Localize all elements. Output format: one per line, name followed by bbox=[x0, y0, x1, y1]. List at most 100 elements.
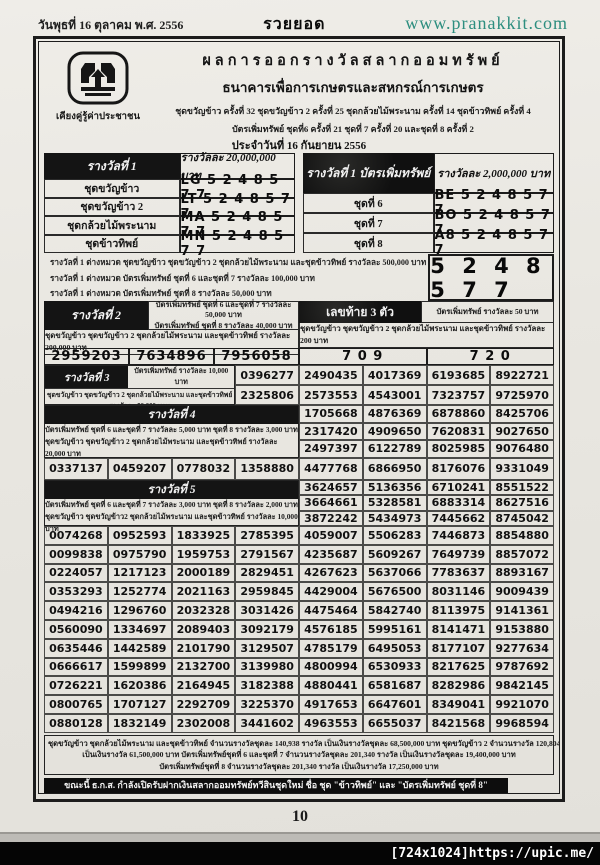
winning-number: 0074268 bbox=[44, 526, 108, 545]
winning-number: 9787692 bbox=[490, 657, 554, 677]
prize2-label: รางวัลที่ 2 bbox=[44, 301, 148, 330]
winning-number: 5995161 bbox=[362, 619, 427, 639]
winning-number: 5136356 bbox=[362, 479, 427, 495]
winning-number: 2302008 bbox=[171, 713, 236, 733]
winning-number: 4963553 bbox=[299, 713, 363, 733]
page-number: 10 bbox=[292, 808, 308, 825]
series-label: ชุดขวัญข้าว bbox=[44, 179, 180, 198]
winning-number: 4876369 bbox=[362, 405, 427, 423]
first-prize-big-number-box: 5 2 4 8 5 7 7 bbox=[428, 253, 554, 302]
winning-number: 3872242 bbox=[299, 510, 363, 526]
winning-number: 5609267 bbox=[362, 544, 427, 564]
winning-number: 1334697 bbox=[107, 619, 172, 639]
winning-number: 1620386 bbox=[107, 676, 172, 696]
winning-number: 8177107 bbox=[426, 638, 491, 658]
winning-number: 5328581 bbox=[362, 495, 427, 511]
series-line-2: บัตรเพิ่มทรัพย์ ชุดที่6 ครั้งที่ 21 ชุดท… bbox=[232, 124, 474, 134]
winning-number: 2317420 bbox=[299, 422, 363, 440]
winning-number: 0952593 bbox=[107, 526, 172, 545]
prize1-card-table: รางวัลที่ 1 บัตรเพิ่มทรัพย์ รางวัลละ 2,0… bbox=[303, 153, 554, 258]
summary-box: ชุดขวัญข้าว ชุดกล้วยไม้พระนาม และชุดข้าว… bbox=[44, 734, 559, 775]
winning-number: 1705668 bbox=[299, 405, 363, 423]
winning-number: 6495053 bbox=[362, 638, 427, 658]
winning-number: 8421568 bbox=[426, 713, 491, 733]
prize5-section: รางวัลที่ 5 บัตรเพิ่มทรัพย์ ชุดที่ 6 และ… bbox=[44, 479, 554, 733]
winning-number: 6122789 bbox=[362, 440, 427, 458]
winning-number: 7323757 bbox=[426, 385, 491, 405]
winning-number: 3092179 bbox=[235, 619, 299, 639]
winning-number: 8282986 bbox=[426, 676, 491, 696]
winning-number: 3129507 bbox=[235, 638, 299, 658]
winning-number: 6655037 bbox=[362, 713, 427, 733]
winning-number: 1707127 bbox=[107, 695, 172, 714]
winning-number: 2490435 bbox=[299, 365, 363, 385]
prize1-card-label: รางวัลที่ 1 บัตรเพิ่มทรัพย์ bbox=[303, 153, 434, 193]
summary-line: เป็นเงินรางวัล 61,500,000 บาท บัตรเพิ่มท… bbox=[82, 750, 516, 760]
banner-spacer bbox=[508, 778, 554, 793]
winning-number: 6647601 bbox=[362, 695, 427, 714]
winning-number: 6581687 bbox=[362, 676, 427, 696]
baac-logo-icon bbox=[67, 51, 129, 105]
bank-name: ธนาคารเพื่อการเกษตรและสหกรณ์การเกษตร bbox=[222, 80, 484, 95]
winning-number: 8141471 bbox=[426, 619, 491, 639]
winning-number: LT 5 2 4 8 5 7 7 bbox=[179, 192, 295, 222]
bank-slogan: เคียงคู่รู้ค่าประชาชน bbox=[56, 112, 140, 122]
winning-number: 4267623 bbox=[299, 563, 363, 583]
first-prize-number: 5 2 4 8 5 7 7 bbox=[430, 253, 546, 302]
winning-number: 1217123 bbox=[107, 563, 172, 583]
winning-number: 0726221 bbox=[44, 676, 108, 696]
winning-number: 8627516 bbox=[490, 495, 554, 511]
winning-number: 6883314 bbox=[426, 495, 491, 511]
winning-number: 7446873 bbox=[426, 526, 491, 545]
winning-number: 1252774 bbox=[107, 582, 172, 602]
winning-number: 9968594 bbox=[490, 713, 554, 733]
winning-number: 9141361 bbox=[490, 601, 554, 620]
prize3-section: รางวัลที่ 3 บัตรเพิ่มทรัพย์ รางวัลละ 10,… bbox=[44, 365, 554, 410]
winning-number: 0778032 bbox=[171, 457, 236, 480]
winning-number: 2000189 bbox=[171, 563, 236, 583]
winning-number: 1833925 bbox=[171, 526, 236, 545]
winning-number: 2325806 bbox=[235, 385, 299, 405]
winning-number: 2959203 bbox=[44, 348, 129, 365]
winning-number: 4475464 bbox=[299, 601, 363, 620]
announcement-banner: ขณะนี้ ธ.ก.ส. กำลังเปิดรับฝากเงินสลากออม… bbox=[44, 777, 508, 793]
prize2-last3-header-section: รางวัลที่ 2 บัตรเพิ่มทรัพย์ ชุดที่ 6 และ… bbox=[44, 300, 554, 355]
winning-number: 3624657 bbox=[299, 479, 363, 495]
winning-number: 2791567 bbox=[235, 544, 299, 564]
prize1-table: รางวัลที่ 1 รางวัลละ 20,000,000 บาท ชุดข… bbox=[44, 152, 295, 259]
winning-number: 2101790 bbox=[171, 638, 236, 658]
prize3-desc-line1: บัตรเพิ่มทรัพย์ รางวัลละ 10,000 บาท bbox=[134, 367, 229, 386]
scanned-page: วันพุธที่ 16 ตุลาคม พ.ศ. 2556 รวยยอด www… bbox=[0, 0, 600, 834]
winning-number: BO 5 2 4 8 5 7 7 bbox=[433, 208, 554, 238]
winning-number: 9153880 bbox=[490, 619, 554, 639]
sheet-title: ผลการออกรางวัลสลากออมทรัพย์ bbox=[202, 53, 504, 69]
winning-number: 1296760 bbox=[107, 601, 172, 620]
winning-number: 1959753 bbox=[171, 544, 236, 564]
winning-number: 9076480 bbox=[490, 440, 554, 458]
winning-number: 0224057 bbox=[44, 563, 108, 583]
winning-number: 4543001 bbox=[362, 385, 427, 405]
winning-number: 4917653 bbox=[299, 695, 363, 714]
prize1-card-amount: รางวัลละ 2,000,000 บาท bbox=[433, 153, 554, 193]
winning-number: BE 5 2 4 8 5 7 7 bbox=[433, 188, 554, 218]
winning-number: 7956058 bbox=[214, 348, 299, 365]
winning-number: 9027650 bbox=[490, 422, 554, 440]
winning-number: 0560090 bbox=[44, 619, 108, 639]
note-line: รางวัลที่ 1 ต่างหมวด ชุดขวัญข้าว ชุดขวัญ… bbox=[50, 258, 427, 267]
winning-number: 4576185 bbox=[299, 619, 363, 639]
winning-number: 8025985 bbox=[426, 440, 491, 458]
website-url: www.pranakkit.com bbox=[405, 13, 568, 33]
prize3-label: รางวัลที่ 3 bbox=[45, 366, 129, 388]
winning-number: 3664661 bbox=[299, 495, 363, 511]
winning-number: 8854880 bbox=[490, 526, 554, 545]
winning-number: 8176076 bbox=[426, 457, 491, 480]
prize2-desc: บัตรเพิ่มทรัพย์ ชุดที่ 6 และชุดที่ 7 ราง… bbox=[148, 300, 299, 330]
winning-number: 8922721 bbox=[490, 365, 554, 385]
note-line: รางวัลที่ 1 ต่างหมวด บัตรเพิ่มทรัพย์ ชุด… bbox=[50, 273, 315, 283]
last3-header-top: เลขท้าย 3 ตัว บัตรเพิ่มทรัพย์ รางวัลละ 5… bbox=[299, 301, 554, 323]
winning-number: MN 5 2 4 8 5 7 7 bbox=[179, 229, 295, 259]
winning-number: 0337137 bbox=[44, 457, 108, 480]
winning-number: 7634896 bbox=[129, 348, 214, 365]
series-line-1: ชุดขวัญข้าว ครั้งที่ 32 ชุดขวัญข้าว 2 คร… bbox=[175, 106, 531, 116]
winning-number: 2785395 bbox=[235, 526, 299, 545]
